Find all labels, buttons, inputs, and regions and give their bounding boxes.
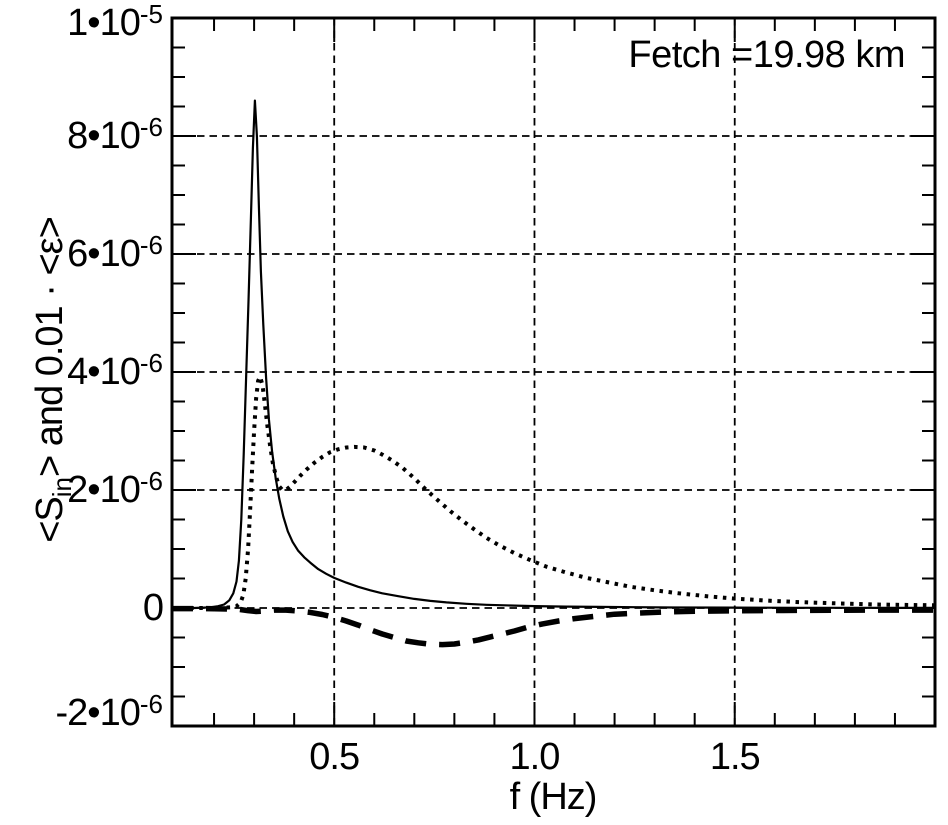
x-tick-label: 1.5 xyxy=(709,736,761,778)
y-tick-mantissa: 4•10 xyxy=(67,351,141,393)
y-tick-label: 1•10-5 xyxy=(67,0,163,44)
y-tick-exponent: -6 xyxy=(139,112,163,142)
dotted-curve xyxy=(172,374,936,610)
y-tick-mantissa: 0 xyxy=(142,587,164,629)
y-tick-exponent: -6 xyxy=(139,689,163,719)
x-tick-label: 1.0 xyxy=(509,736,561,778)
y-tick-label: 4•10-6 xyxy=(67,348,163,393)
y-tick-label: 2•10-6 xyxy=(67,466,163,511)
fetch-annotation: Fetch =19.98 km xyxy=(628,34,905,76)
thick-dashed-curve xyxy=(171,605,936,648)
y-tick-mantissa: 8•10 xyxy=(67,115,141,157)
y-tick-mantissa: 6•10 xyxy=(67,233,141,275)
y-tick-exponent: -6 xyxy=(139,230,163,260)
y-tick-label: 6•10-6 xyxy=(67,230,163,275)
y-tick-exponent: -6 xyxy=(139,466,163,496)
y-tick-mantissa: 2•10 xyxy=(67,469,141,511)
y-tick-mantissa: -2•10 xyxy=(55,692,141,734)
y-axis-label-part: > and 0.01 · <ε> xyxy=(29,217,71,477)
y-tick-label: 8•10-6 xyxy=(67,112,163,157)
y-tick-label: 0 xyxy=(142,587,164,629)
y-tick-mantissa: 1•10 xyxy=(67,2,141,44)
y-axis-label-part: <S xyxy=(29,497,71,543)
plot-border xyxy=(170,16,937,728)
x-axis-label: f (Hz) xyxy=(509,776,598,818)
y-tick-label: -2•10-6 xyxy=(55,689,163,734)
solid-curve xyxy=(172,99,936,610)
y-tick-exponent: -5 xyxy=(139,0,163,29)
y-tick-exponent: -6 xyxy=(139,348,163,378)
x-tick-label: 0.5 xyxy=(309,736,360,778)
